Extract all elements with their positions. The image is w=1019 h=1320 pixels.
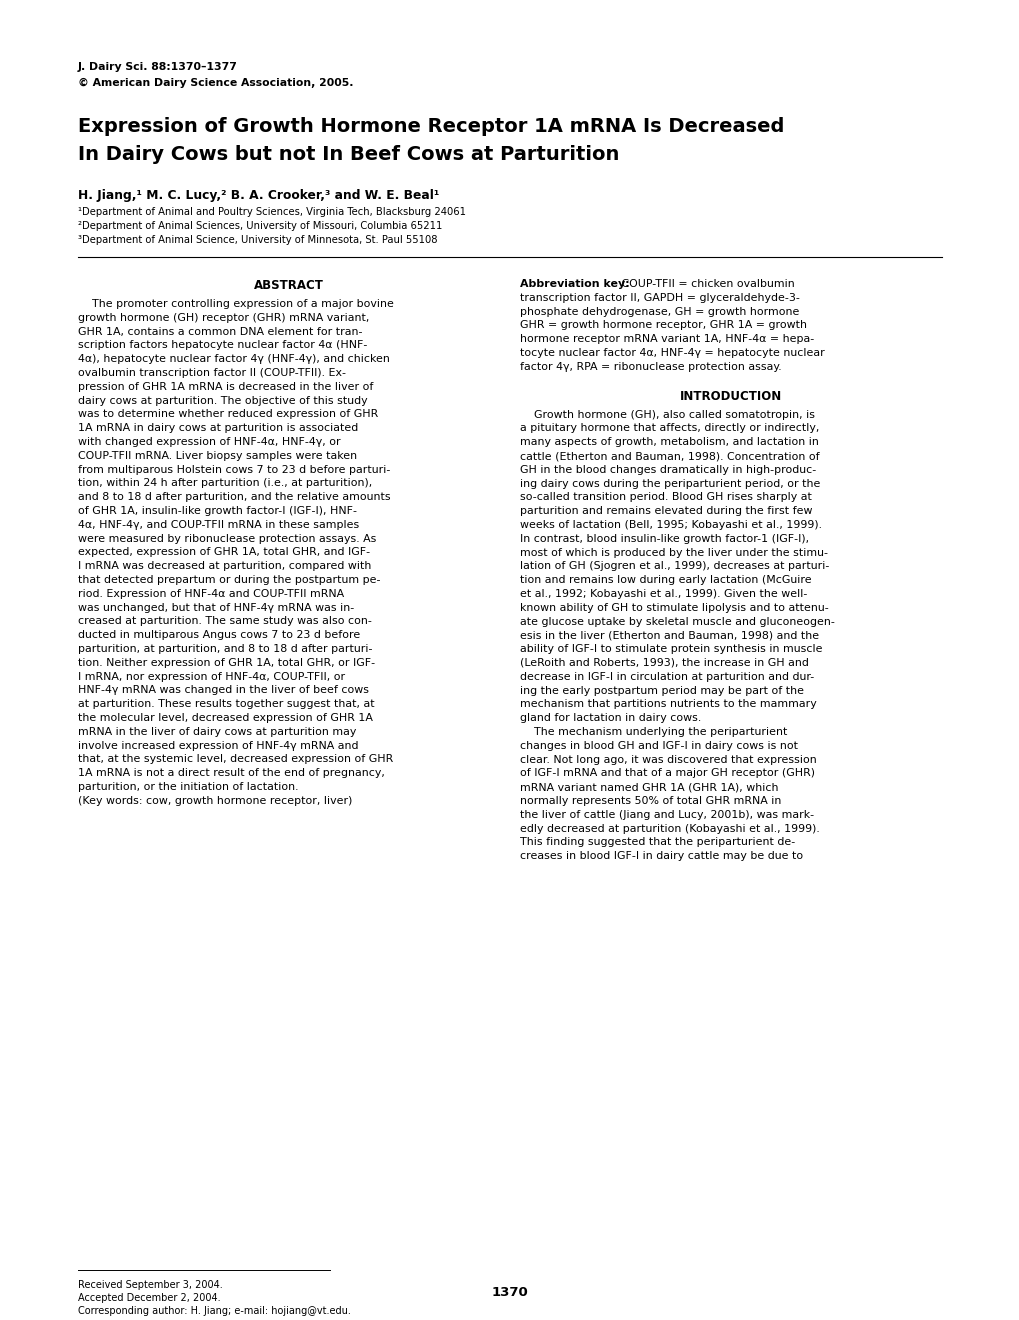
Text: transcription factor II, GAPDH = glyceraldehyde-3-: transcription factor II, GAPDH = glycera… [520, 293, 799, 302]
Text: In contrast, blood insulin-like growth factor-1 (IGF-I),: In contrast, blood insulin-like growth f… [520, 533, 808, 544]
Text: GH in the blood changes dramatically in high-produc-: GH in the blood changes dramatically in … [520, 465, 815, 475]
Text: normally represents 50% of total GHR mRNA in: normally represents 50% of total GHR mRN… [520, 796, 781, 807]
Text: riod. Expression of HNF-4α and COUP-TFII mRNA: riod. Expression of HNF-4α and COUP-TFII… [77, 589, 343, 599]
Text: scription factors hepatocyte nuclear factor 4α (HNF-: scription factors hepatocyte nuclear fac… [77, 341, 367, 350]
Text: I mRNA was decreased at parturition, compared with: I mRNA was decreased at parturition, com… [77, 561, 371, 572]
Text: weeks of lactation (Bell, 1995; Kobayashi et al., 1999).: weeks of lactation (Bell, 1995; Kobayash… [520, 520, 821, 531]
Text: mechanism that partitions nutrients to the mammary: mechanism that partitions nutrients to t… [520, 700, 816, 709]
Text: mRNA variant named GHR 1A (GHR 1A), which: mRNA variant named GHR 1A (GHR 1A), whic… [520, 783, 777, 792]
Text: HNF-4γ mRNA was changed in the liver of beef cows: HNF-4γ mRNA was changed in the liver of … [77, 685, 369, 696]
Text: Growth hormone (GH), also called somatotropin, is: Growth hormone (GH), also called somatot… [520, 409, 814, 420]
Text: known ability of GH to stimulate lipolysis and to attenu-: known ability of GH to stimulate lipolys… [520, 603, 828, 612]
Text: Expression of Growth Hormone Receptor 1A mRNA Is Decreased: Expression of Growth Hormone Receptor 1A… [77, 117, 784, 136]
Text: expected, expression of GHR 1A, total GHR, and IGF-: expected, expression of GHR 1A, total GH… [77, 548, 370, 557]
Text: © American Dairy Science Association, 2005.: © American Dairy Science Association, 20… [77, 78, 354, 88]
Text: so-called transition period. Blood GH rises sharply at: so-called transition period. Blood GH ri… [520, 492, 811, 503]
Text: parturition, at parturition, and 8 to 18 d after parturi-: parturition, at parturition, and 8 to 18… [77, 644, 372, 653]
Text: parturition, or the initiation of lactation.: parturition, or the initiation of lactat… [77, 781, 299, 792]
Text: pression of GHR 1A mRNA is decreased in the liver of: pression of GHR 1A mRNA is decreased in … [77, 381, 373, 392]
Text: dairy cows at parturition. The objective of this study: dairy cows at parturition. The objective… [77, 396, 367, 405]
Text: The promoter controlling expression of a major bovine: The promoter controlling expression of a… [77, 300, 393, 309]
Text: many aspects of growth, metabolism, and lactation in: many aspects of growth, metabolism, and … [520, 437, 818, 447]
Text: edly decreased at parturition (Kobayashi et al., 1999).: edly decreased at parturition (Kobayashi… [520, 824, 819, 834]
Text: factor 4γ, RPA = ribonuclease protection assay.: factor 4γ, RPA = ribonuclease protection… [520, 362, 781, 372]
Text: most of which is produced by the liver under the stimu-: most of which is produced by the liver u… [520, 548, 827, 557]
Text: GHR 1A, contains a common DNA element for tran-: GHR 1A, contains a common DNA element fo… [77, 326, 362, 337]
Text: ing the early postpartum period may be part of the: ing the early postpartum period may be p… [520, 685, 803, 696]
Text: and 8 to 18 d after parturition, and the relative amounts: and 8 to 18 d after parturition, and the… [77, 492, 390, 502]
Text: The mechanism underlying the periparturient: The mechanism underlying the periparturi… [520, 727, 787, 737]
Text: 1A mRNA in dairy cows at parturition is associated: 1A mRNA in dairy cows at parturition is … [77, 424, 358, 433]
Text: a pituitary hormone that affects, directly or indirectly,: a pituitary hormone that affects, direct… [520, 424, 818, 433]
Text: lation of GH (Sjogren et al., 1999), decreases at parturi-: lation of GH (Sjogren et al., 1999), dec… [520, 561, 828, 572]
Text: Accepted December 2, 2004.: Accepted December 2, 2004. [77, 1294, 220, 1303]
Text: Abbreviation key:: Abbreviation key: [520, 279, 629, 289]
Text: ABSTRACT: ABSTRACT [254, 279, 324, 292]
Text: I mRNA, nor expression of HNF-4α, COUP-TFII, or: I mRNA, nor expression of HNF-4α, COUP-T… [77, 672, 344, 681]
Text: mRNA in the liver of dairy cows at parturition may: mRNA in the liver of dairy cows at partu… [77, 727, 356, 737]
Text: ovalbumin transcription factor II (COUP-TFII). Ex-: ovalbumin transcription factor II (COUP-… [77, 368, 345, 378]
Text: creased at parturition. The same study was also con-: creased at parturition. The same study w… [77, 616, 372, 627]
Text: (Key words: cow, growth hormone receptor, liver): (Key words: cow, growth hormone receptor… [77, 796, 352, 805]
Text: the liver of cattle (Jiang and Lucy, 2001b), was mark-: the liver of cattle (Jiang and Lucy, 200… [520, 809, 813, 820]
Text: In Dairy Cows but not In Beef Cows at Parturition: In Dairy Cows but not In Beef Cows at Pa… [77, 145, 619, 164]
Text: growth hormone (GH) receptor (GHR) mRNA variant,: growth hormone (GH) receptor (GHR) mRNA … [77, 313, 369, 323]
Text: 1A mRNA is not a direct result of the end of pregnancy,: 1A mRNA is not a direct result of the en… [77, 768, 384, 779]
Text: gland for lactation in dairy cows.: gland for lactation in dairy cows. [520, 713, 701, 723]
Text: tion. Neither expression of GHR 1A, total GHR, or IGF-: tion. Neither expression of GHR 1A, tota… [77, 657, 375, 668]
Text: clear. Not long ago, it was discovered that expression: clear. Not long ago, it was discovered t… [520, 755, 816, 764]
Text: ³Department of Animal Science, University of Minnesota, St. Paul 55108: ³Department of Animal Science, Universit… [77, 235, 437, 246]
Text: ducted in multiparous Angus cows 7 to 23 d before: ducted in multiparous Angus cows 7 to 23… [77, 630, 360, 640]
Text: that, at the systemic level, decreased expression of GHR: that, at the systemic level, decreased e… [77, 755, 393, 764]
Text: that detected prepartum or during the postpartum pe-: that detected prepartum or during the po… [77, 576, 380, 585]
Text: (LeRoith and Roberts, 1993), the increase in GH and: (LeRoith and Roberts, 1993), the increas… [520, 657, 808, 668]
Text: ability of IGF-I to stimulate protein synthesis in muscle: ability of IGF-I to stimulate protein sy… [520, 644, 821, 655]
Text: creases in blood IGF-I in dairy cattle may be due to: creases in blood IGF-I in dairy cattle m… [520, 851, 802, 861]
Text: from multiparous Holstein cows 7 to 23 d before parturi-: from multiparous Holstein cows 7 to 23 d… [77, 465, 390, 475]
Text: decrease in IGF-I in circulation at parturition and dur-: decrease in IGF-I in circulation at part… [520, 672, 813, 682]
Text: was to determine whether reduced expression of GHR: was to determine whether reduced express… [77, 409, 378, 420]
Text: 1370: 1370 [491, 1286, 528, 1299]
Text: This finding suggested that the periparturient de-: This finding suggested that the peripart… [520, 837, 795, 847]
Text: was unchanged, but that of HNF-4γ mRNA was in-: was unchanged, but that of HNF-4γ mRNA w… [77, 603, 354, 612]
Text: tocyte nuclear factor 4α, HNF-4γ = hepatocyte nuclear: tocyte nuclear factor 4α, HNF-4γ = hepat… [520, 348, 824, 358]
Text: GHR = growth hormone receptor, GHR 1A = growth: GHR = growth hormone receptor, GHR 1A = … [520, 321, 806, 330]
Text: INTRODUCTION: INTRODUCTION [680, 389, 782, 403]
Text: H. Jiang,¹ M. C. Lucy,² B. A. Crooker,³ and W. E. Beal¹: H. Jiang,¹ M. C. Lucy,² B. A. Crooker,³ … [77, 189, 439, 202]
Text: parturition and remains elevated during the first few: parturition and remains elevated during … [520, 506, 812, 516]
Text: of IGF-I mRNA and that of a major GH receptor (GHR): of IGF-I mRNA and that of a major GH rec… [520, 768, 814, 779]
Text: J. Dairy Sci. 88:1370–1377: J. Dairy Sci. 88:1370–1377 [77, 62, 237, 73]
Text: phosphate dehydrogenase, GH = growth hormone: phosphate dehydrogenase, GH = growth hor… [520, 306, 799, 317]
Text: cattle (Etherton and Bauman, 1998). Concentration of: cattle (Etherton and Bauman, 1998). Conc… [520, 451, 819, 461]
Text: tion, within 24 h after parturition (i.e., at parturition),: tion, within 24 h after parturition (i.e… [77, 478, 372, 488]
Text: ²Department of Animal Sciences, University of Missouri, Columbia 65211: ²Department of Animal Sciences, Universi… [77, 220, 442, 231]
Text: the molecular level, decreased expression of GHR 1A: the molecular level, decreased expressio… [77, 713, 373, 723]
Text: tion and remains low during early lactation (McGuire: tion and remains low during early lactat… [520, 576, 811, 585]
Text: 4α), hepatocyte nuclear factor 4γ (HNF-4γ), and chicken: 4α), hepatocyte nuclear factor 4γ (HNF-4… [77, 354, 389, 364]
Text: ate glucose uptake by skeletal muscle and gluconeogen-: ate glucose uptake by skeletal muscle an… [520, 616, 835, 627]
Text: Received September 3, 2004.: Received September 3, 2004. [77, 1280, 222, 1290]
Text: at parturition. These results together suggest that, at: at parturition. These results together s… [77, 700, 374, 709]
Text: ¹Department of Animal and Poultry Sciences, Virginia Tech, Blacksburg 24061: ¹Department of Animal and Poultry Scienc… [77, 207, 466, 216]
Text: ing dairy cows during the periparturient period, or the: ing dairy cows during the periparturient… [520, 479, 819, 488]
Text: COUP-TFII = chicken ovalbumin: COUP-TFII = chicken ovalbumin [618, 279, 794, 289]
Text: with changed expression of HNF-4α, HNF-4γ, or: with changed expression of HNF-4α, HNF-4… [77, 437, 340, 447]
Text: of GHR 1A, insulin-like growth factor-I (IGF-I), HNF-: of GHR 1A, insulin-like growth factor-I … [77, 506, 357, 516]
Text: were measured by ribonuclease protection assays. As: were measured by ribonuclease protection… [77, 533, 376, 544]
Text: et al., 1992; Kobayashi et al., 1999). Given the well-: et al., 1992; Kobayashi et al., 1999). G… [520, 589, 807, 599]
Text: hormone receptor mRNA variant 1A, HNF-4α = hepa-: hormone receptor mRNA variant 1A, HNF-4α… [520, 334, 813, 345]
Text: involve increased expression of HNF-4γ mRNA and: involve increased expression of HNF-4γ m… [77, 741, 358, 751]
Text: COUP-TFII mRNA. Liver biopsy samples were taken: COUP-TFII mRNA. Liver biopsy samples wer… [77, 451, 357, 461]
Text: esis in the liver (Etherton and Bauman, 1998) and the: esis in the liver (Etherton and Bauman, … [520, 631, 818, 640]
Text: changes in blood GH and IGF-I in dairy cows is not: changes in blood GH and IGF-I in dairy c… [520, 741, 797, 751]
Text: 4α, HNF-4γ, and COUP-TFII mRNA in these samples: 4α, HNF-4γ, and COUP-TFII mRNA in these … [77, 520, 359, 529]
Text: Corresponding author: H. Jiang; e-mail: hojiang@vt.edu.: Corresponding author: H. Jiang; e-mail: … [77, 1305, 351, 1316]
